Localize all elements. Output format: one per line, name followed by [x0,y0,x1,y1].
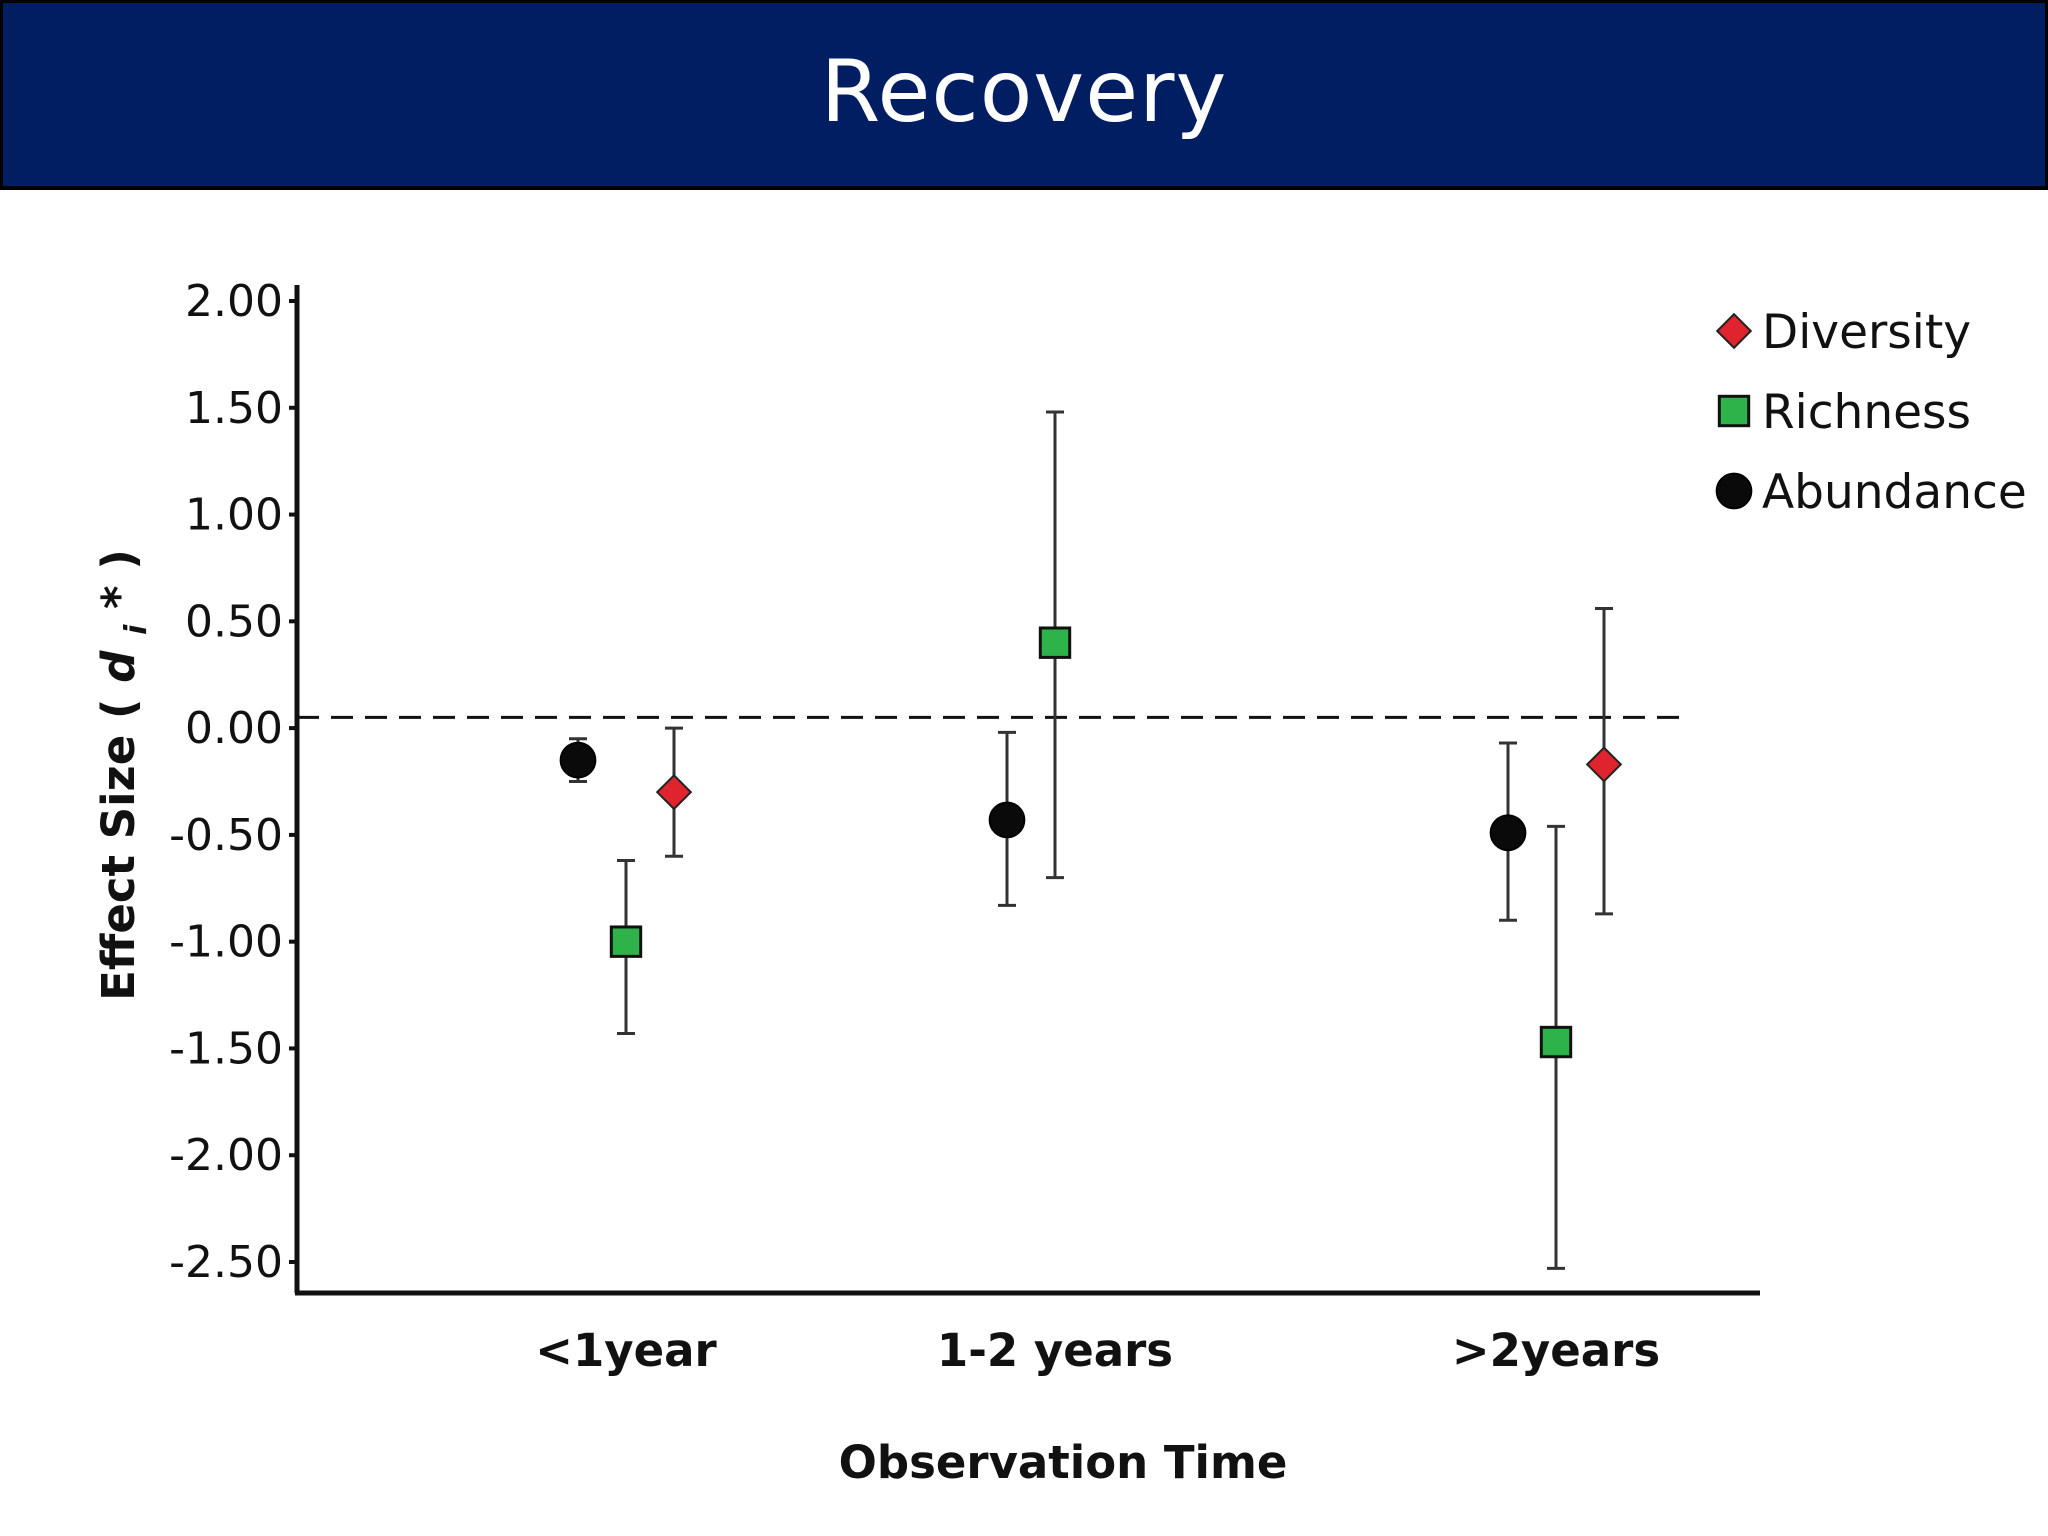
y-tick-label: 1.00 [185,490,283,541]
y-axis-title-subscript: i [119,624,154,635]
x-category-label: 1-2 years [937,1324,1173,1377]
legend-richness-marker [1717,394,1751,428]
legend-item-abundance: Abundance [1715,465,2027,520]
abundance-point-group [559,737,597,783]
y-axis-title: Effect Size ( d i * ) [92,549,157,1001]
y-ticks: 2.00 1.50 1.00 0.50 0.00 -0.50 -1.00 -1.50 -2.00… [169,276,297,1288]
title-banner: Recovery [0,0,2048,190]
page-title: Recovery [820,41,1228,142]
richness-point-group [609,859,643,1035]
abundance-marker [988,801,1026,839]
richness-marker [609,925,643,958]
abundance-marker [559,741,597,779]
abundance-marker [1489,814,1527,852]
y-axis-title-paren-close: ) [92,549,145,570]
y-axis-title-superscript: * [92,585,145,609]
y-tick-label: -1.50 [169,1023,283,1074]
richness-point-group [1038,410,1072,880]
y-tick-label: 2.00 [185,276,283,327]
y-tick-label: -2.00 [169,1130,283,1181]
y-axis-title-text: Effect Size [92,735,145,1001]
y-tick-label: -1.00 [169,917,283,968]
richness-marker [1038,626,1072,659]
legend-item-diversity: Diversity [1715,305,1971,360]
richness-point-group [1539,824,1573,1270]
x-category-label: <1year [535,1324,717,1377]
y-axis-title-symbol: d [92,650,145,683]
x-category-labels: <1year 1-2 years >2years [535,1324,1660,1377]
y-tick-label: -0.50 [169,810,283,861]
legend-abundance-marker [1715,472,1753,510]
y-tick-label: 0.00 [185,703,283,754]
diversity-point-group [1585,607,1623,916]
data-points [559,410,1623,1270]
legend-item-richness: Richness [1717,385,1971,440]
y-tick-label: 1.50 [185,383,283,434]
x-axis-title: Observation Time [839,1436,1288,1489]
legend-label: Diversity [1762,305,1971,360]
y-tick-label: 0.50 [185,596,283,647]
diversity-marker [655,773,693,811]
richness-marker [1539,1025,1573,1059]
legend-diversity-marker [1715,312,1753,350]
legend-label: Richness [1762,385,1971,440]
y-axis-title-paren-open: ( [92,698,145,719]
x-category-label: >2years [1452,1324,1660,1377]
abundance-point-group [988,730,1026,907]
diversity-point-group [655,726,693,858]
legend-label: Abundance [1762,465,2027,520]
diversity-marker [1585,746,1623,783]
abundance-point-group [1489,741,1527,922]
y-tick-label: -2.50 [169,1237,283,1288]
legend: Diversity Richness Abundance [1715,305,2027,520]
axes [294,285,1760,1296]
